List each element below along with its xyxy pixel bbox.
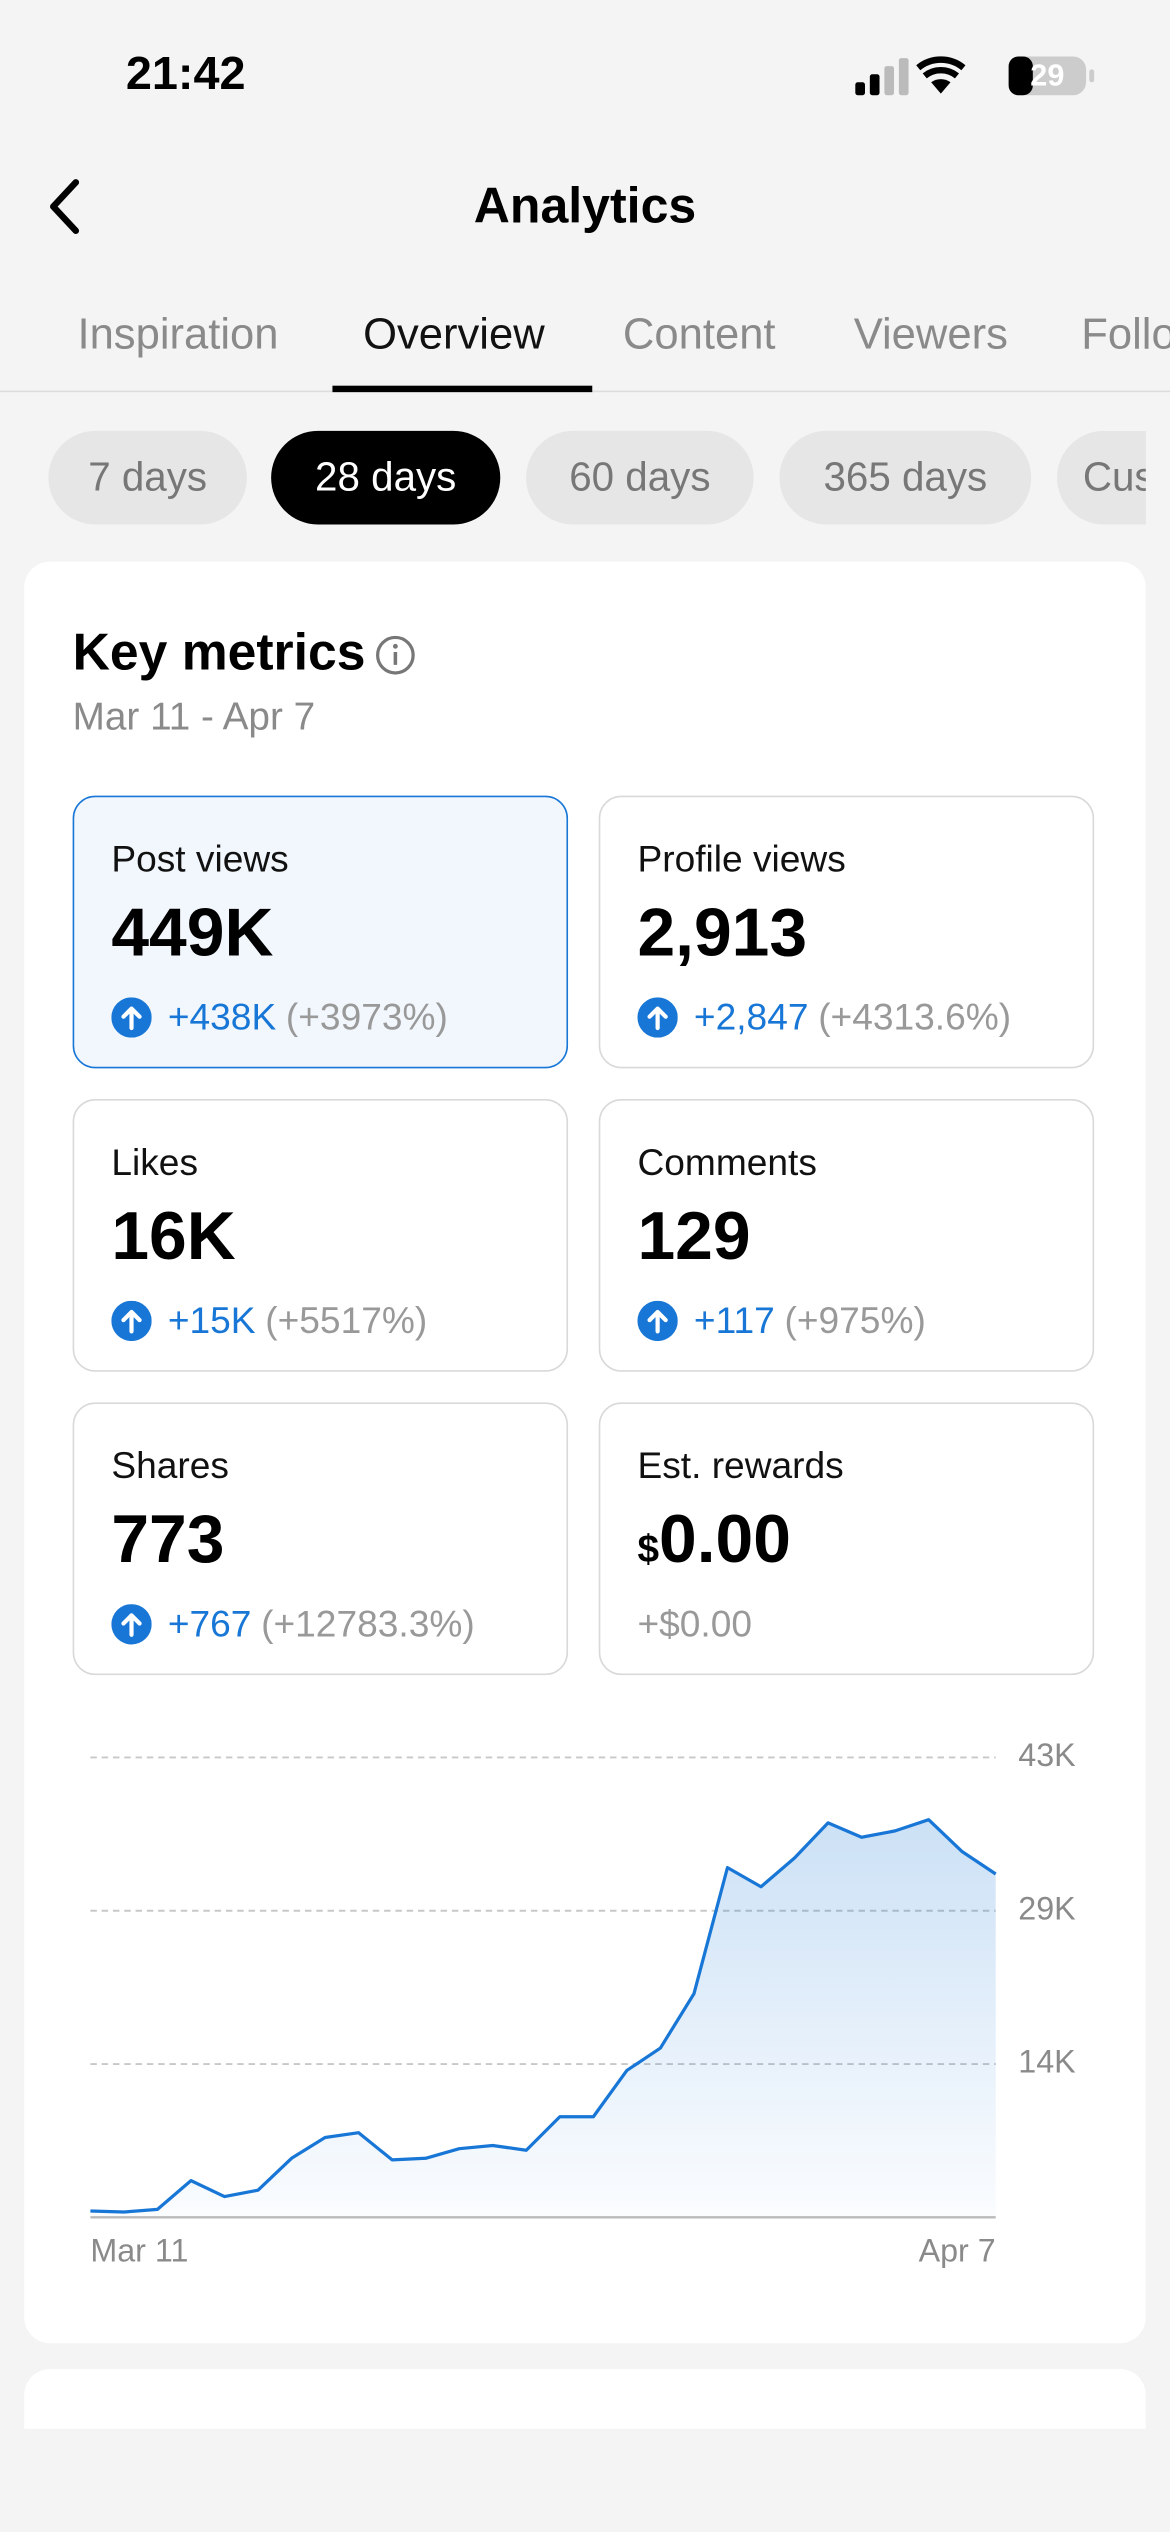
metric-change: +117 [693, 1299, 775, 1342]
range-pill[interactable]: 365 days [779, 430, 1032, 525]
trend-up-icon [111, 1299, 152, 1341]
tab[interactable]: Inspiration [77, 309, 279, 359]
range-pill[interactable]: 28 days [271, 430, 501, 525]
metric-percent: (+4313.6%) [818, 995, 1012, 1038]
metric-card[interactable]: Comments 129 +117 (+975%) [598, 1098, 1095, 1372]
page-title: Analytics [473, 177, 697, 234]
metric-label: Post views [111, 837, 289, 880]
metric-value-box: 773 [111, 1501, 224, 1578]
trend-up-icon [637, 1299, 678, 1341]
y-tick-label: 29K [1018, 1890, 1076, 1926]
metric-value-box: 129 [637, 1197, 750, 1274]
time: 21:42 [125, 48, 246, 101]
metric-change-row: +2,847 (+4313.6%) [637, 992, 1011, 1040]
metric-value-box: 2,913 [637, 894, 807, 971]
metric-value: 16K [111, 1197, 236, 1274]
tab[interactable]: Viewers [853, 309, 1008, 359]
metric-card[interactable]: Shares 773 +767 (+12783.3%) [72, 1402, 569, 1676]
y-tick-label: 43K [1018, 1737, 1076, 1773]
back-button[interactable] [40, 174, 92, 239]
battery-level: 29 [1030, 59, 1064, 93]
metric-value: 2,913 [637, 894, 808, 970]
metric-value: 129 [637, 1197, 751, 1274]
info-icon[interactable] [374, 634, 416, 676]
range-pill[interactable]: 7 days [48, 430, 247, 525]
metric-percent: (+3973%) [285, 995, 448, 1038]
metric-change-row: +15K (+5517%) [111, 1296, 427, 1344]
status-icons: 29 [855, 56, 1095, 96]
tab-indicator [332, 385, 593, 393]
metric-value-box: $0.00 [637, 1501, 790, 1578]
chart: 14K 29K 43K Mar 11 Apr 7 [90, 1737, 1076, 2268]
line [90, 1818, 997, 2214]
date-range: Mar 11 - Apr 7 [72, 695, 316, 740]
metric-change: +2,847 [693, 995, 809, 1038]
metric-card[interactable]: Post views 449K +438K (+3973%) [72, 795, 569, 1069]
metric-label: Likes [111, 1140, 199, 1183]
trend-up-icon [111, 1603, 152, 1644]
metric-card[interactable]: Est. rewards $0.00 +$0.00 [598, 1402, 1095, 1676]
tab[interactable]: Followers [1081, 309, 1170, 359]
metric-label: Est. rewards [637, 1444, 844, 1487]
metric-card[interactable]: Profile views 2,913 +2,847 (+4313.6%) [598, 795, 1095, 1069]
y-tick-label: 14K [1018, 2044, 1076, 2080]
trend-up-icon [637, 996, 678, 1037]
metric-label: Comments [637, 1140, 817, 1183]
metric-card[interactable]: Likes 16K +15K (+5517%) [72, 1098, 569, 1372]
x-tick-label: Mar 11 [90, 2232, 188, 2268]
currency: $ [637, 1528, 660, 1572]
x-tick-label: Apr 7 [919, 2232, 996, 2268]
bottom-area [0, 2428, 1170, 2532]
metric-value-box: 449K [111, 894, 273, 971]
metric-change-row: +$0.00 [637, 1599, 752, 1647]
metric-percent: (+975%) [784, 1299, 926, 1342]
metric-change: +438K [167, 995, 277, 1038]
metric-percent: (+12783.3%) [261, 1602, 475, 1645]
tab[interactable]: Content [622, 309, 776, 359]
metric-change-row: +438K (+3973%) [111, 992, 448, 1040]
trend-up-icon [111, 996, 152, 1037]
range-pill[interactable]: Custom [1057, 430, 1146, 525]
metric-value: 773 [111, 1500, 225, 1577]
metric-change: +$0.00 [637, 1602, 753, 1645]
metric-value-box: 16K [111, 1197, 235, 1274]
metric-change: +767 [167, 1602, 252, 1645]
metric-change: +15K [167, 1299, 256, 1342]
metric-label: Shares [111, 1444, 229, 1487]
tab[interactable]: Overview [363, 309, 545, 359]
metric-change-row: +767 (+12783.3%) [111, 1599, 475, 1647]
range-clip: Custom [1057, 430, 1146, 525]
metric-value: 0.00 [659, 1500, 791, 1577]
range-pill[interactable]: 60 days [526, 430, 754, 525]
metric-value: 449K [111, 894, 274, 970]
area [90, 1819, 996, 2218]
metric-label: Profile views [637, 837, 846, 880]
section-title: Key metrics [72, 622, 366, 682]
metric-change-row: +117 (+975%) [637, 1296, 926, 1344]
metric-percent: (+5517%) [265, 1299, 428, 1342]
